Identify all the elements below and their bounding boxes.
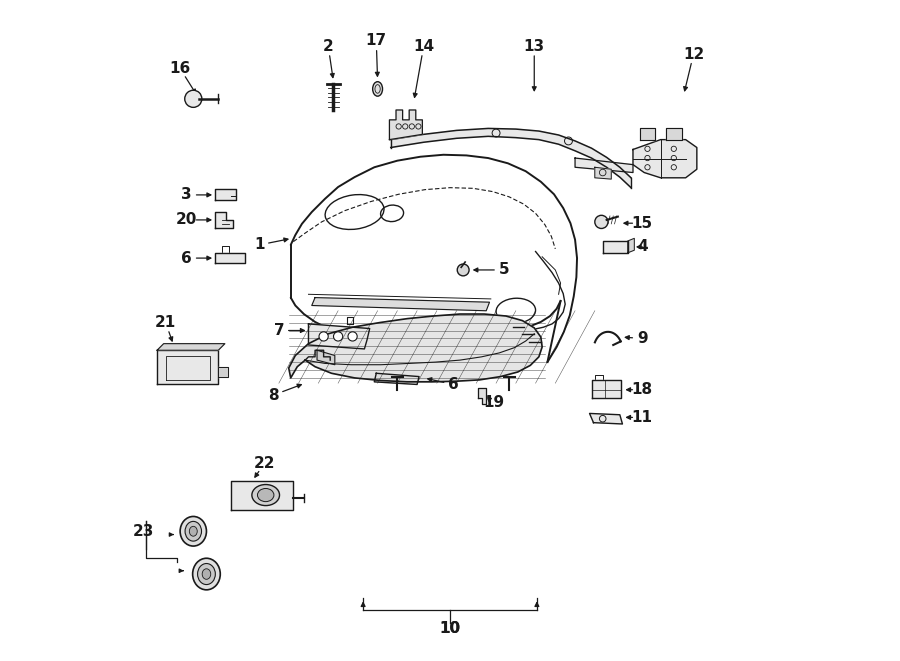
Polygon shape [215, 212, 233, 229]
Text: 22: 22 [254, 456, 275, 471]
Text: 10: 10 [439, 621, 461, 635]
Polygon shape [374, 373, 419, 385]
Text: 4: 4 [637, 239, 647, 254]
Polygon shape [311, 297, 490, 311]
Text: 17: 17 [365, 34, 387, 48]
Text: 5: 5 [499, 262, 509, 278]
Ellipse shape [257, 488, 274, 502]
Text: 15: 15 [632, 215, 652, 231]
Polygon shape [219, 367, 228, 377]
Ellipse shape [202, 568, 211, 579]
Text: 23: 23 [133, 524, 155, 539]
Circle shape [595, 215, 608, 229]
Text: 14: 14 [413, 38, 434, 54]
Polygon shape [591, 380, 621, 398]
Text: 6: 6 [448, 377, 459, 392]
Circle shape [334, 332, 343, 341]
Text: 3: 3 [182, 188, 192, 202]
Ellipse shape [198, 564, 215, 584]
Text: 10: 10 [439, 621, 461, 635]
Polygon shape [158, 344, 225, 350]
Text: 11: 11 [632, 410, 652, 425]
Text: 6: 6 [181, 251, 192, 266]
Ellipse shape [189, 526, 197, 536]
Polygon shape [666, 128, 681, 139]
Polygon shape [391, 128, 631, 188]
Polygon shape [390, 110, 422, 139]
Text: 9: 9 [637, 331, 647, 346]
Text: 18: 18 [632, 382, 652, 397]
Polygon shape [289, 314, 542, 382]
Polygon shape [215, 253, 245, 262]
Polygon shape [603, 241, 627, 253]
Circle shape [184, 91, 202, 107]
Ellipse shape [373, 82, 382, 96]
Polygon shape [633, 139, 697, 178]
Text: 21: 21 [155, 315, 176, 330]
Ellipse shape [193, 559, 220, 590]
Polygon shape [478, 389, 486, 405]
Text: 20: 20 [176, 212, 197, 227]
Polygon shape [590, 413, 623, 424]
Polygon shape [595, 167, 611, 179]
Text: 19: 19 [483, 395, 504, 410]
Text: 7: 7 [274, 323, 284, 338]
Text: 2: 2 [323, 38, 334, 54]
Circle shape [348, 332, 357, 341]
Polygon shape [309, 324, 370, 349]
Polygon shape [231, 481, 293, 510]
Polygon shape [627, 239, 634, 253]
Circle shape [457, 264, 469, 276]
Ellipse shape [180, 516, 206, 546]
Ellipse shape [185, 522, 202, 541]
Text: 1: 1 [254, 237, 265, 253]
Text: 12: 12 [683, 46, 704, 61]
Circle shape [319, 332, 328, 341]
Polygon shape [575, 158, 633, 173]
Polygon shape [158, 350, 219, 385]
Text: 13: 13 [524, 38, 544, 54]
Ellipse shape [252, 485, 280, 506]
Polygon shape [317, 350, 335, 365]
Text: 16: 16 [169, 61, 191, 76]
Polygon shape [640, 128, 655, 139]
Text: 8: 8 [268, 387, 279, 403]
Polygon shape [215, 189, 236, 200]
